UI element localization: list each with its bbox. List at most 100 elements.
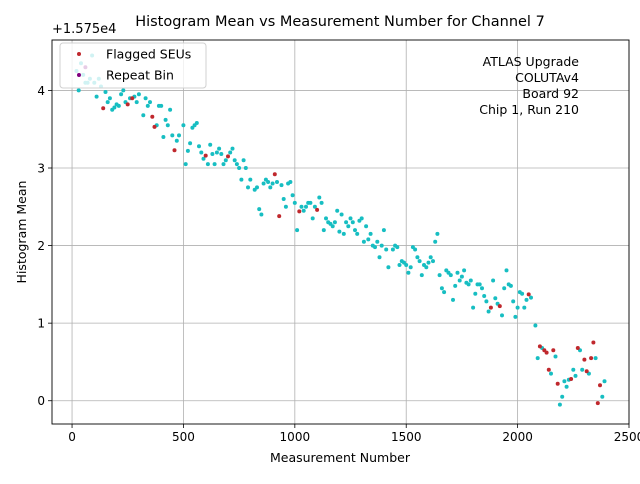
measurement-point — [348, 216, 353, 221]
measurement-point — [237, 166, 242, 170]
measurement-point — [199, 150, 204, 155]
measurement-point — [580, 367, 585, 372]
measurement-point — [451, 297, 455, 302]
measurement-point — [535, 356, 540, 361]
measurement-point — [219, 152, 224, 156]
measurement-point — [428, 255, 433, 260]
flagged-seu-point — [526, 292, 531, 297]
measurement-point — [299, 204, 304, 209]
measurement-point — [174, 138, 179, 143]
measurement-point — [377, 255, 382, 260]
measurement-point — [390, 247, 395, 252]
measurement-point — [228, 150, 233, 155]
measurement-point — [230, 146, 235, 151]
measurement-point — [321, 228, 326, 233]
measurement-point — [223, 158, 228, 163]
annotation-line-4: Chip 1, Run 210 — [479, 102, 579, 117]
measurement-point — [337, 229, 342, 234]
flagged-seu-point — [130, 96, 135, 101]
y-tick-label: 2 — [37, 239, 45, 253]
measurement-point — [384, 247, 389, 252]
legend-marker-flagged-seus — [77, 52, 81, 56]
annotation-line-3: Board 92 — [522, 86, 579, 101]
measurement-point — [557, 402, 562, 407]
measurement-point — [381, 228, 386, 233]
measurement-point — [332, 220, 337, 225]
measurement-point — [119, 92, 124, 97]
measurement-point — [141, 113, 146, 118]
measurement-point — [364, 224, 369, 229]
measurement-point — [134, 100, 139, 105]
measurement-point — [165, 123, 170, 128]
measurement-point — [221, 162, 226, 167]
measurement-point — [205, 162, 210, 167]
measurement-point — [513, 314, 518, 319]
x-tick-label: 500 — [172, 430, 195, 444]
measurement-point — [553, 354, 558, 359]
measurement-point — [453, 283, 458, 288]
measurement-point — [406, 270, 411, 275]
measurement-point — [419, 273, 424, 278]
measurement-point — [417, 259, 422, 264]
y-offset-label: +1.575e4 — [52, 22, 116, 37]
measurement-point — [442, 290, 447, 295]
flagged-seu-point — [589, 356, 594, 361]
measurement-point — [529, 295, 533, 300]
measurement-point — [457, 278, 462, 283]
measurement-point — [185, 148, 190, 153]
measurement-point — [520, 291, 525, 296]
measurement-point — [116, 103, 121, 108]
y-axis-ticks: 0 1 2 3 4 — [37, 84, 52, 408]
measurement-point — [288, 180, 293, 184]
measurement-point — [350, 220, 355, 225]
measurement-point — [317, 195, 322, 200]
measurement-point — [504, 268, 509, 273]
measurement-point — [330, 224, 335, 229]
measurement-point — [413, 247, 418, 252]
chart-title: Histogram Mean vs Measurement Number for… — [135, 14, 545, 30]
flagged-seu-point — [544, 350, 549, 355]
measurement-point — [397, 263, 402, 267]
measurement-point — [121, 88, 126, 93]
measurement-point — [201, 156, 206, 161]
measurement-point — [94, 94, 99, 99]
measurement-point — [279, 183, 284, 188]
measurement-point — [257, 207, 262, 212]
measurement-point — [484, 299, 489, 304]
measurement-point — [395, 245, 400, 250]
measurement-point — [105, 100, 110, 105]
measurement-point — [573, 373, 578, 378]
flagged-seu-point — [203, 153, 208, 158]
y-axis-label: Histogram Mean — [14, 181, 29, 284]
measurement-point — [368, 231, 373, 236]
flagged-seu-point — [172, 148, 177, 153]
flagged-seu-point — [297, 209, 302, 214]
measurement-point — [170, 133, 175, 138]
measurement-point — [136, 92, 141, 97]
flagged-seu-point — [315, 207, 320, 212]
measurement-point — [549, 371, 553, 376]
measurement-point — [319, 200, 324, 205]
legend: Flagged SEUs Repeat Bin — [59, 42, 207, 89]
measurement-point — [600, 394, 605, 399]
flagged-seu-point — [497, 304, 502, 309]
measurement-point — [270, 181, 275, 186]
x-axis-label: Measurement Number — [270, 450, 411, 465]
flagged-seu-point — [551, 348, 556, 353]
measurement-point — [177, 133, 181, 138]
measurement-point — [197, 144, 201, 149]
measurement-point — [359, 216, 364, 221]
measurement-point — [339, 212, 344, 217]
measurement-point — [439, 286, 444, 291]
annotation-line-2: COLUTAv4 — [515, 70, 579, 85]
measurement-point — [571, 367, 576, 372]
measurement-point — [148, 100, 152, 105]
measurement-point — [564, 384, 569, 389]
measurement-point — [373, 245, 377, 250]
measurement-point — [433, 239, 438, 244]
measurement-point — [168, 107, 173, 112]
measurement-point — [361, 239, 366, 244]
measurement-point — [266, 180, 271, 184]
flagged-seu-point — [125, 102, 130, 107]
